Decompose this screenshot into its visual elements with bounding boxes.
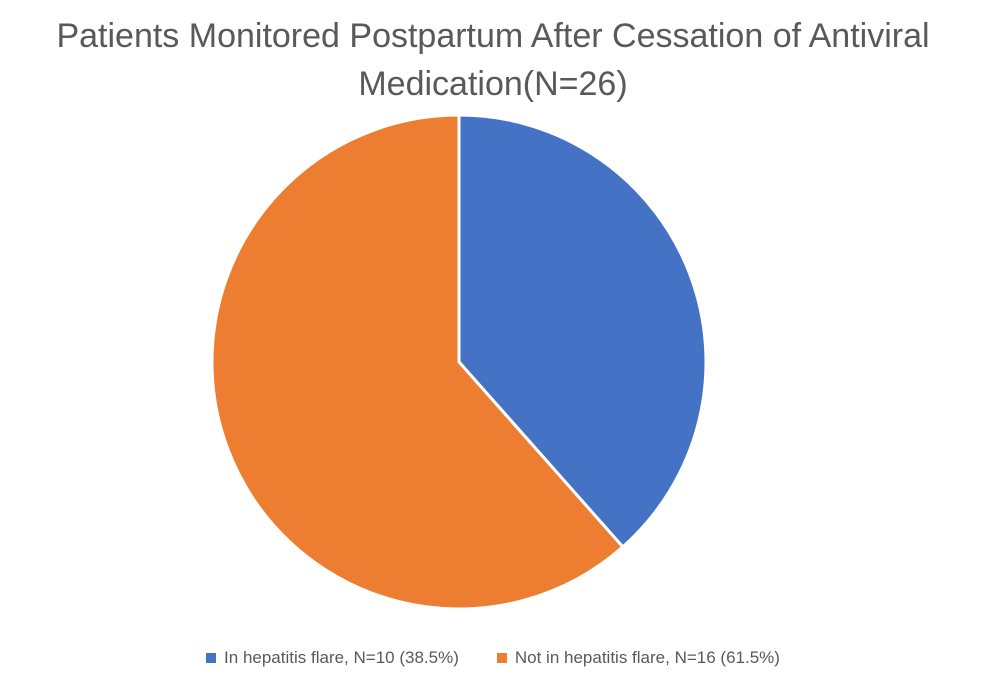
chart-title: Patients Monitored Postpartum After Cess… xyxy=(56,17,930,103)
legend: In hepatitis flare, N=10 (38.5%) Not in … xyxy=(0,646,986,670)
legend-swatch-not-in-flare xyxy=(496,653,507,663)
legend-swatch-in-flare xyxy=(206,653,217,663)
legend-label-not-in-flare: Not in hepatitis flare, N=16 (61.5%) xyxy=(514,648,780,667)
pie-slice-in-flare xyxy=(457,113,708,549)
pie-slice-not-in-flare xyxy=(210,113,625,611)
legend-label-in-flare: In hepatitis flare, N=10 (38.5%) xyxy=(224,648,459,667)
legend-item-in-flare: In hepatitis flare, N=10 (38.5%) xyxy=(206,646,459,670)
legend-item-not-in-flare: Not in hepatitis flare, N=16 (61.5%) xyxy=(496,646,780,670)
